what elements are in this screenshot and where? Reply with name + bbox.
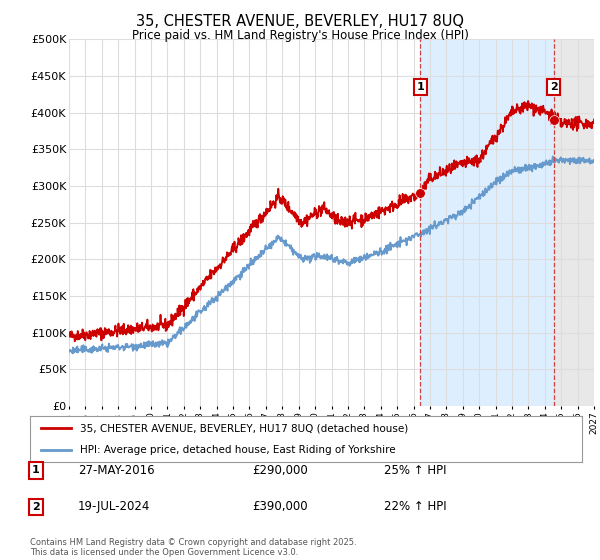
Text: 2: 2 — [550, 82, 557, 92]
Text: 35, CHESTER AVENUE, BEVERLEY, HU17 8UQ: 35, CHESTER AVENUE, BEVERLEY, HU17 8UQ — [136, 14, 464, 29]
Text: 2: 2 — [32, 502, 40, 512]
Text: 1: 1 — [32, 465, 40, 475]
Text: Price paid vs. HM Land Registry's House Price Index (HPI): Price paid vs. HM Land Registry's House … — [131, 29, 469, 42]
Text: 1: 1 — [416, 82, 424, 92]
Text: £290,000: £290,000 — [252, 464, 308, 477]
Text: 25% ↑ HPI: 25% ↑ HPI — [384, 464, 446, 477]
Text: 27-MAY-2016: 27-MAY-2016 — [78, 464, 155, 477]
Text: HPI: Average price, detached house, East Riding of Yorkshire: HPI: Average price, detached house, East… — [80, 445, 395, 455]
Bar — [420, 39, 554, 406]
Text: £390,000: £390,000 — [252, 500, 308, 514]
Bar — [554, 39, 594, 406]
Text: 35, CHESTER AVENUE, BEVERLEY, HU17 8UQ (detached house): 35, CHESTER AVENUE, BEVERLEY, HU17 8UQ (… — [80, 423, 408, 433]
Text: Contains HM Land Registry data © Crown copyright and database right 2025.
This d: Contains HM Land Registry data © Crown c… — [30, 538, 356, 557]
Text: 22% ↑ HPI: 22% ↑ HPI — [384, 500, 446, 514]
Text: 19-JUL-2024: 19-JUL-2024 — [78, 500, 151, 514]
